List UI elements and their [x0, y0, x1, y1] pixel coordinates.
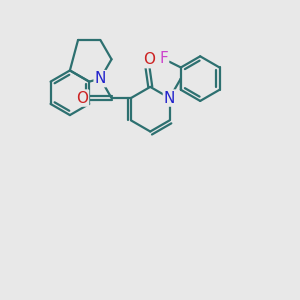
Text: O: O	[143, 52, 155, 67]
Text: N: N	[95, 71, 106, 86]
Text: N: N	[164, 91, 175, 106]
Text: O: O	[76, 91, 88, 106]
Text: F: F	[159, 51, 168, 66]
